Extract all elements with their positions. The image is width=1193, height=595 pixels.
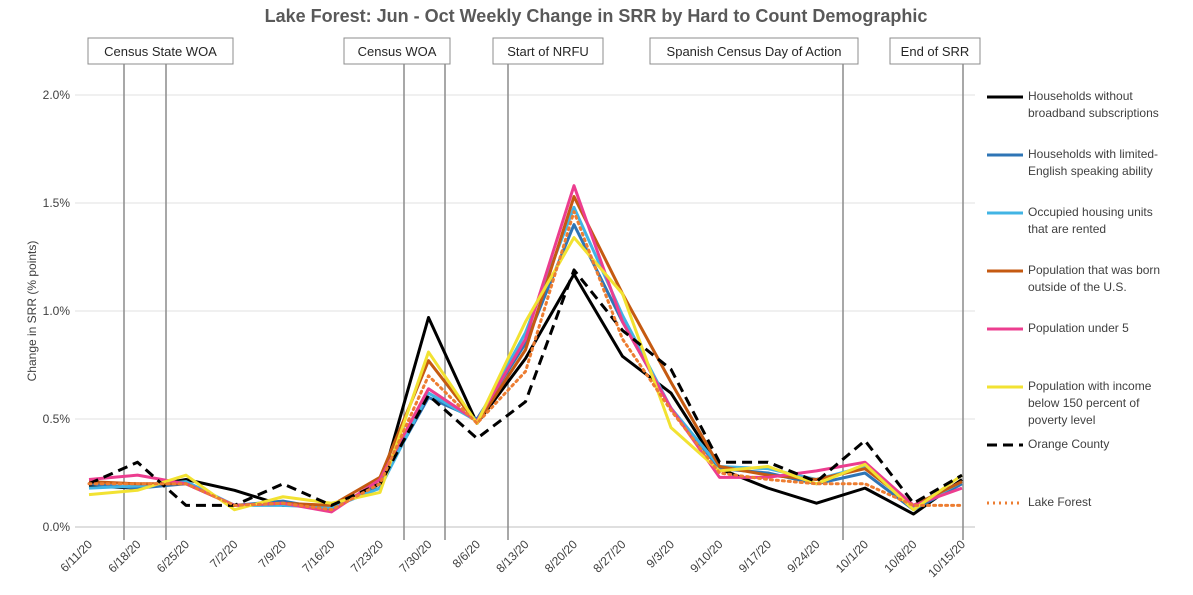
legend-item: Households without broadband subscriptio… — [985, 88, 1190, 146]
legend-swatch — [987, 327, 1023, 331]
series-line — [88, 236, 963, 512]
x-tick-label: 6/18/20 — [105, 537, 143, 575]
x-tick-label: 9/3/20 — [644, 537, 678, 571]
y-tick-label: 1.0% — [43, 304, 71, 318]
event-box — [492, 37, 604, 65]
y-tick-label: 0.0% — [43, 520, 71, 534]
legend-swatch — [987, 501, 1023, 505]
x-tick-label: 9/17/20 — [736, 537, 774, 575]
legend-label: Households with limited-English speaking… — [1028, 147, 1159, 178]
legend-swatch — [987, 269, 1023, 273]
legend-label: Households without broadband subscriptio… — [1028, 89, 1159, 120]
legend-label: Lake Forest — [1028, 495, 1092, 509]
legend-label: Population with income below 150 percent… — [1028, 379, 1152, 427]
series-line — [87, 210, 964, 512]
legend-swatch — [987, 443, 1023, 447]
legend-item: Orange County — [985, 436, 1190, 494]
legend-label: Occupied housing units that are rented — [1028, 205, 1153, 236]
x-tick-label: 8/6/20 — [450, 537, 484, 571]
legend-item: Population under 5 — [985, 320, 1190, 378]
event-label: Start of NRFU — [507, 44, 589, 59]
event-box — [889, 37, 981, 65]
x-tick-label: 7/9/20 — [256, 537, 290, 571]
event-label: End of SRR — [901, 44, 970, 59]
chart-title: Lake Forest: Jun - Oct Weekly Change in … — [265, 6, 928, 26]
x-tick-label: 10/1/20 — [833, 537, 871, 575]
x-tick-label: 9/24/20 — [784, 537, 822, 575]
x-tick-label: 7/23/20 — [348, 537, 386, 575]
legend-item: Lake Forest — [985, 494, 1190, 552]
x-tick-label: 6/25/20 — [154, 537, 192, 575]
event-box — [649, 37, 859, 65]
y-tick-label: 1.5% — [43, 196, 71, 210]
series-line — [88, 272, 963, 516]
legend-item: Occupied housing units that are rented — [985, 204, 1190, 262]
legend-item: Households with limited-English speaking… — [985, 146, 1190, 204]
legend-label: Population under 5 — [1028, 321, 1129, 335]
x-tick-label: 6/11/20 — [58, 537, 96, 575]
event-label: Census WOA — [358, 44, 437, 59]
x-tick-label: 9/10/20 — [687, 537, 725, 575]
legend-label: Orange County — [1028, 437, 1110, 451]
event-box — [343, 37, 451, 65]
event-label: Spanish Census Day of Action — [667, 44, 842, 59]
x-tick-label: 7/16/20 — [299, 537, 337, 575]
legend-item: Population that was born outside of the … — [985, 262, 1190, 320]
x-tick-label: 10/15/20 — [925, 537, 968, 580]
x-tick-label: 10/8/20 — [881, 537, 919, 575]
event-label: Census State WOA — [104, 44, 217, 59]
legend-swatch — [987, 211, 1023, 215]
legend-swatch — [987, 385, 1023, 389]
legend-swatch — [987, 95, 1023, 99]
x-tick-label: 7/2/20 — [207, 537, 241, 571]
y-axis-label: Change in SRR (% points) — [25, 241, 39, 382]
x-tick-label: 8/27/20 — [590, 537, 628, 575]
legend-swatch — [987, 153, 1023, 157]
series-line — [88, 268, 963, 507]
y-tick-label: 0.5% — [43, 412, 71, 426]
x-tick-label: 7/30/20 — [396, 537, 434, 575]
series-line — [88, 195, 963, 507]
x-tick-label: 8/20/20 — [542, 537, 580, 575]
x-tick-label: 8/13/20 — [493, 537, 531, 575]
legend-item: Population with income below 150 percent… — [985, 378, 1190, 436]
legend-label: Population that was born outside of the … — [1028, 263, 1161, 294]
y-tick-label: 2.0% — [43, 88, 71, 102]
event-box — [87, 37, 234, 65]
